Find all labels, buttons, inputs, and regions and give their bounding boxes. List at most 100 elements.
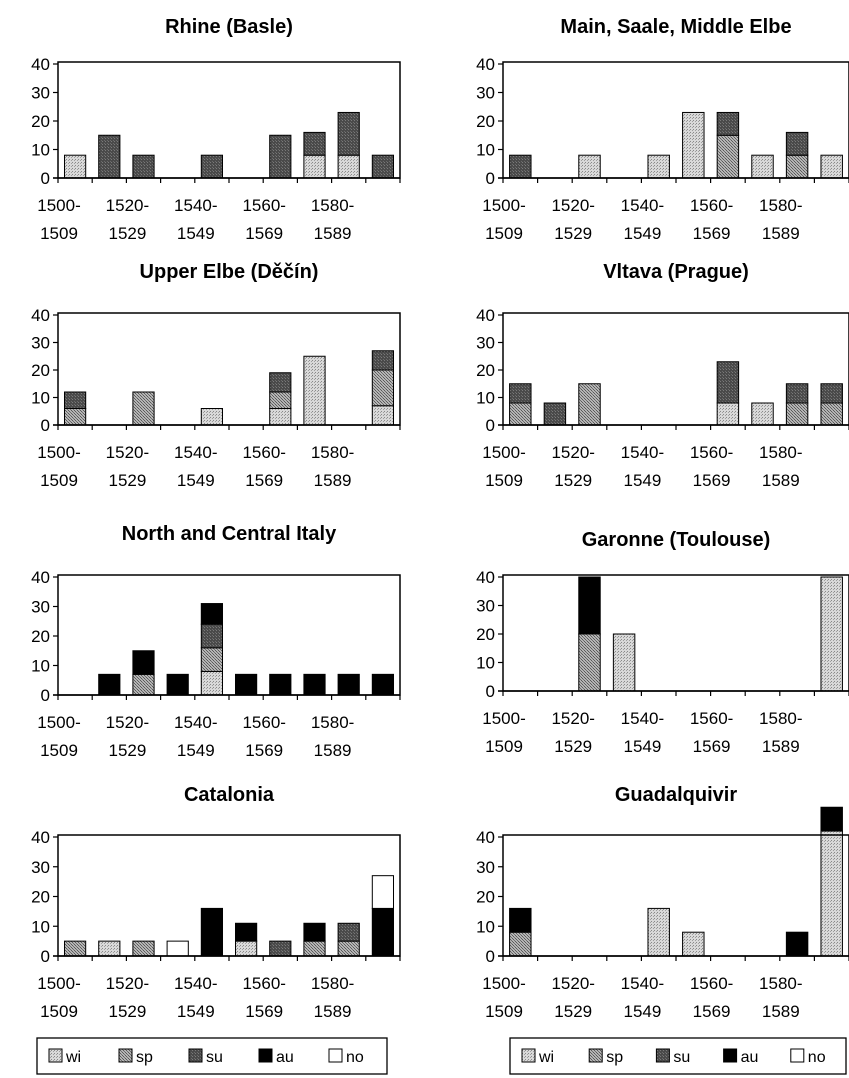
bar-segment-wi [716, 402, 740, 426]
bar-segment-wi [98, 940, 121, 957]
x-tick-label-top: 1520- [551, 196, 594, 215]
bar-segment-wi [820, 830, 843, 957]
x-tick-label-bottom: 1549 [177, 471, 215, 490]
x-tick-label-top: 1540- [174, 713, 217, 732]
x-tick-label-bottom: 1549 [177, 741, 215, 760]
bar-segment-sp [200, 647, 224, 672]
y-tick-label: 30 [476, 334, 495, 353]
x-tick-label-top: 1540- [174, 196, 217, 215]
bar-segment-su [337, 111, 360, 156]
y-tick-label: 10 [476, 917, 495, 936]
y-tick-label: 0 [486, 682, 495, 701]
bar-segment-su [543, 402, 567, 426]
x-tick-label-bottom: 1549 [623, 471, 661, 490]
x-tick-label-top: 1580- [759, 974, 802, 993]
x-tick-label-top: 1520- [551, 443, 594, 462]
y-tick-label: 30 [31, 598, 50, 617]
y-tick-label: 40 [476, 568, 495, 587]
legend-swatch-su [188, 1048, 203, 1063]
x-tick-label-bottom: 1589 [314, 224, 352, 243]
bar-segment-sp [337, 940, 360, 957]
y-tick-label: 10 [476, 141, 495, 160]
x-tick-label-bottom: 1529 [108, 1002, 146, 1021]
x-tick-label-top: 1580- [311, 196, 354, 215]
x-tick-label-top: 1500- [37, 443, 80, 462]
y-tick-label: 30 [31, 334, 50, 353]
bar-segment-wi [820, 576, 843, 692]
legend-label: wi [538, 1049, 554, 1066]
bar-segment-wi [303, 154, 326, 179]
bar-segment-su [509, 383, 532, 404]
x-tick-label-top: 1560- [242, 443, 285, 462]
legend-label: no [808, 1049, 826, 1066]
x-tick-label-top: 1560- [690, 196, 733, 215]
x-tick-label-top: 1580- [311, 974, 354, 993]
bar-segment-su [820, 383, 843, 404]
legend: wi sp su au no [509, 1037, 847, 1075]
bar-segment-au [785, 931, 809, 957]
bar-segment-su [269, 134, 292, 179]
legend-swatch-sp [118, 1048, 133, 1063]
y-tick-label: 10 [31, 657, 50, 676]
x-tick-label-bottom: 1569 [245, 741, 283, 760]
bar-segment-sp [785, 402, 809, 426]
bar-segment-wi [269, 408, 292, 426]
y-tick-label: 20 [476, 112, 495, 131]
y-tick-label: 40 [31, 55, 50, 74]
y-tick-label: 20 [31, 627, 50, 646]
bar-segment-au [509, 907, 532, 933]
y-tick-label: 0 [41, 169, 50, 188]
legend-swatch-wi [48, 1048, 63, 1063]
bar-segment-sp [509, 402, 532, 426]
bar-segment-wi [371, 405, 395, 426]
bar-segment-au [166, 673, 189, 696]
bar-segment-sp [63, 408, 87, 426]
y-tick-label: 20 [476, 625, 495, 644]
x-tick-label-bottom: 1509 [40, 1002, 78, 1021]
x-tick-label-top: 1500- [482, 709, 525, 728]
x-tick-label-bottom: 1549 [623, 224, 661, 243]
x-tick-label-bottom: 1529 [108, 741, 146, 760]
chart-title: Catalonia [184, 784, 275, 806]
x-tick-label-top: 1580- [311, 443, 354, 462]
chart-title: Guadalquivir [615, 784, 737, 806]
y-tick-label: 40 [31, 568, 50, 587]
bar-segment-su [63, 391, 87, 409]
x-tick-label-top: 1580- [759, 709, 802, 728]
bar-segment-su [337, 922, 360, 942]
y-tick-label: 10 [31, 917, 50, 936]
x-tick-label-bottom: 1509 [40, 741, 78, 760]
bar-segment-au [303, 673, 326, 696]
y-tick-label: 20 [31, 112, 50, 131]
x-tick-label-top: 1540- [174, 974, 217, 993]
x-tick-label-bottom: 1589 [762, 737, 800, 756]
x-tick-label-top: 1500- [482, 196, 525, 215]
x-tick-label-top: 1540- [621, 196, 664, 215]
bar-segment-sp [303, 940, 326, 957]
bar-segment-au [269, 673, 292, 696]
x-tick-label-bottom: 1549 [623, 1002, 661, 1021]
x-tick-label-bottom: 1529 [108, 471, 146, 490]
bar-segment-au [578, 576, 601, 635]
chart-title: Garonne (Toulouse) [582, 529, 771, 551]
x-tick-label-top: 1540- [621, 709, 664, 728]
y-tick-label: 20 [31, 888, 50, 907]
x-tick-label-bottom: 1569 [245, 1002, 283, 1021]
chart-title: Main, Saale, Middle Elbe [560, 16, 791, 38]
legend-swatch-sp [588, 1048, 603, 1063]
chart-panel: Rhine (Basle) 0 10 20 30 40 1500- 1509 1520- 1529… [31, 16, 401, 243]
bar-segment-wi [337, 154, 360, 179]
bar-segment-wi [647, 907, 670, 957]
x-tick-label-top: 1540- [621, 443, 664, 462]
chart-panel: North and Central Italy 0 10 20 30 40 1500- 150… [31, 523, 401, 760]
chart-panel: Garonne (Toulouse) 0 10 20 30 40 1500- 1509 1520… [476, 529, 849, 756]
y-tick-label: 0 [41, 686, 50, 705]
bar-segment-wi [682, 111, 705, 179]
chart-panel: Main, Saale, Middle Elbe 0 10 20 30 40 1500- 15… [476, 16, 849, 243]
y-tick-label: 40 [476, 55, 495, 74]
bar-segment-au [337, 673, 360, 696]
legend-label: wi [65, 1049, 81, 1066]
x-tick-label-bottom: 1509 [485, 1002, 523, 1021]
bar-segment-wi [682, 931, 705, 957]
